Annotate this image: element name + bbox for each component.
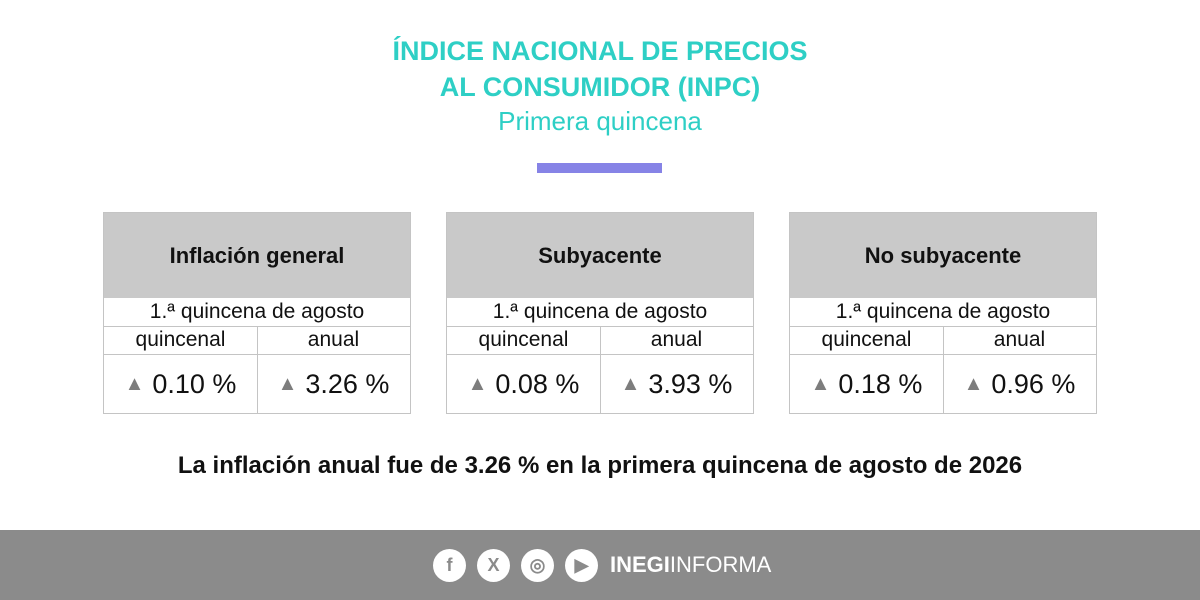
column-label: anual [600,326,753,355]
instagram-icon: ◎ [521,549,554,582]
column-label: quincenal [447,326,600,355]
period-label: 1.ª quincena de agosto [104,298,410,327]
column-separator [257,326,258,413]
up-arrow: ▲ [124,372,145,395]
column-label: quincenal [790,326,943,355]
subtitle: Primera quincena [498,106,702,136]
value: 0.10 % [152,368,237,399]
up-arrow: ▲ [620,372,641,395]
card: Inflación general 1.ª quincena de agosto q… [103,212,411,414]
value: 0.08 % [495,368,580,399]
card-title: Subyacente [447,213,753,298]
column-separator [600,326,601,413]
value-cell: ▲ 3.26 % [257,355,410,413]
value: 0.96 % [991,368,1076,399]
value: 3.26 % [305,368,390,399]
value-cell: ▲ 3.93 % [600,355,753,413]
brand: INEGIINFORMA [610,552,771,578]
period-label: 1.ª quincena de agosto [447,298,753,327]
up-arrow: ▲ [467,372,488,395]
value: 0.18 % [838,368,923,399]
column-label: quincenal [104,326,257,355]
period-label: 1.ª quincena de agosto [790,298,1096,327]
brand-bold: INEGI [610,552,670,577]
card-title: No subyacente [790,213,1096,298]
card: No subyacente 1.ª quincena de agosto quinc… [789,212,1097,414]
footer: f X ◎ ▶ INEGIINFORMA [0,530,1200,600]
value: 3.93 % [648,368,733,399]
value-cell: ▲ 0.10 % [104,355,257,413]
card-title: Inflación general [104,213,410,298]
column-separator [943,326,944,413]
summary: La inflación anual fue de 3.26 % en la p… [177,452,1023,479]
x-icon: X [477,549,510,582]
value-cell: ▲ 0.08 % [447,355,600,413]
up-arrow: ▲ [277,372,298,395]
value-cell: ▲ 0.18 % [790,355,943,413]
up-arrow: ▲ [963,372,984,395]
youtube-icon: ▶ [565,549,598,582]
column-label: anual [943,326,1096,355]
up-arrow: ▲ [810,372,831,395]
title-line: ÍNDICE NACIONAL DE PRECIOS [392,36,808,66]
value-cell: ▲ 0.96 % [943,355,1096,413]
card: Subyacente 1.ª quincena de agosto quincena… [446,212,754,414]
brand-regular: INFORMA [669,552,772,577]
facebook-icon: f [433,549,466,582]
column-label: anual [257,326,410,355]
title-line: AL CONSUMIDOR (INPC) [439,72,761,102]
divider [537,163,662,173]
